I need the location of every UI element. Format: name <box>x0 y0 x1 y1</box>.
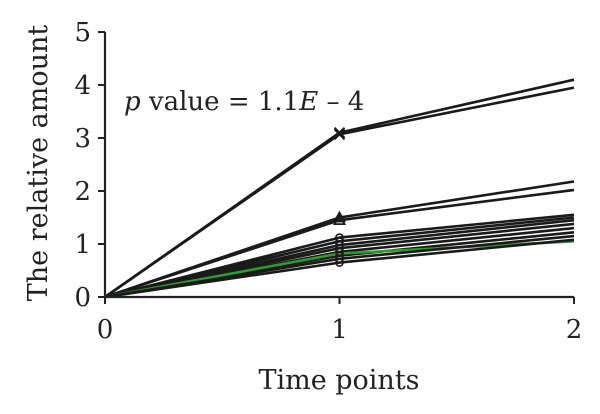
series-line <box>104 240 575 299</box>
series-line <box>104 188 575 299</box>
y-tick-label: 0 <box>74 283 91 313</box>
p-value-annotation: p value = 1.1E – 4 <box>124 87 364 117</box>
y-axis-title: The relative amount <box>23 25 54 302</box>
y-tick-label: 3 <box>74 124 91 154</box>
x-axis-title: Time points <box>258 365 419 396</box>
series-marker <box>332 213 347 226</box>
axes <box>103 32 574 299</box>
series-marker <box>335 254 344 264</box>
e-symbol: E <box>298 87 318 117</box>
series-marker <box>333 128 346 140</box>
p-symbol: p <box>124 87 141 117</box>
x-tick-label: 1 <box>331 315 348 345</box>
x-tick-label: 0 <box>97 315 114 345</box>
y-tick-label: 2 <box>74 177 91 207</box>
p-value-text: value = 1.1 <box>141 87 300 117</box>
y-tick-label: 4 <box>74 71 91 101</box>
ticks: 0 1 2 3 4 5 0 1 2 <box>74 18 582 345</box>
series-marker <box>332 210 347 223</box>
y-tick-label: 5 <box>74 18 91 48</box>
x-tick-label: 2 <box>566 315 583 345</box>
series-marker <box>333 126 346 139</box>
series-layer <box>104 78 575 299</box>
y-tick-label: 1 <box>74 230 91 260</box>
series-marker <box>335 258 344 267</box>
p-value-exponent: – 4 <box>318 87 364 117</box>
